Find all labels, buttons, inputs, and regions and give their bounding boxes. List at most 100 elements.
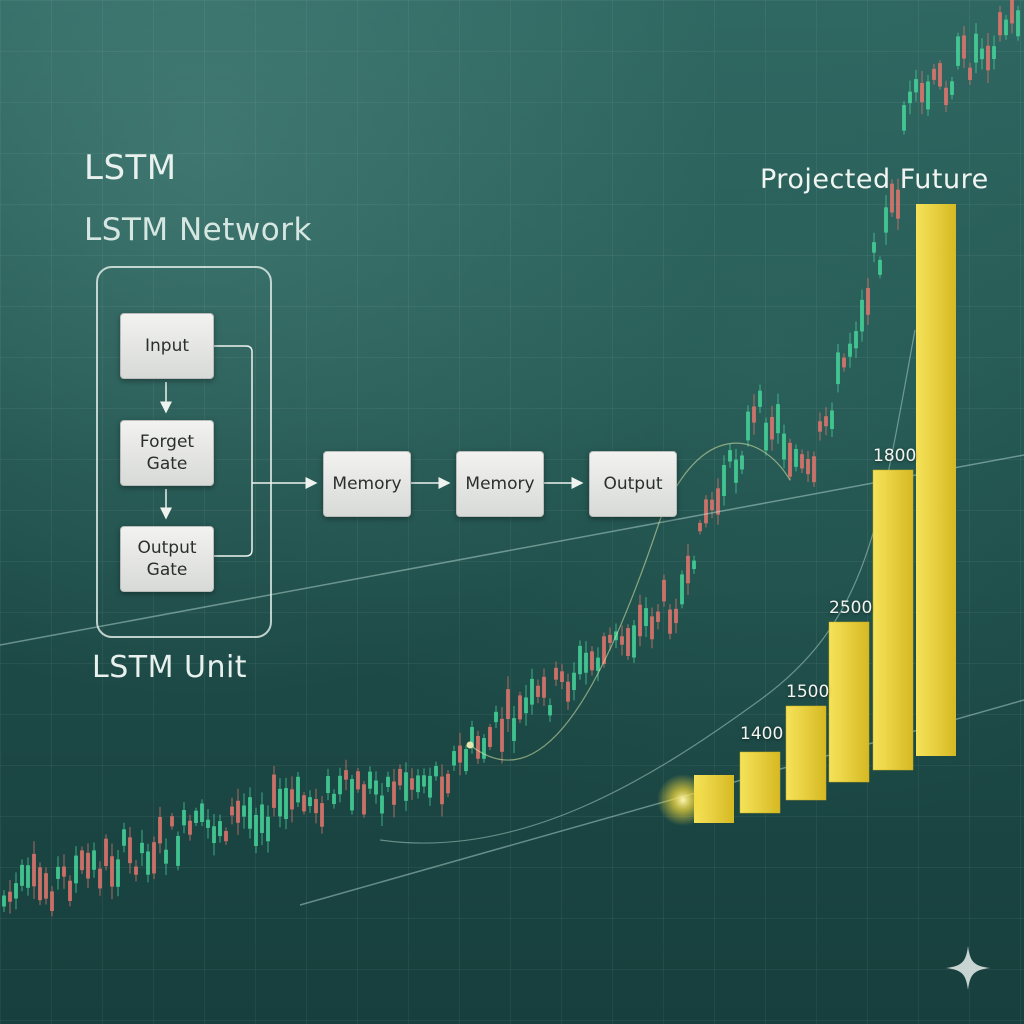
candle-body: [272, 774, 276, 808]
candle-body: [500, 718, 504, 752]
candle-body: [32, 853, 36, 887]
output-gate-node: Output Gate: [120, 526, 214, 592]
candle-body: [320, 803, 324, 827]
candle-body: [284, 788, 288, 820]
candle-body: [1016, 10, 1020, 37]
candle-body: [674, 608, 678, 624]
candle-body: [926, 81, 930, 110]
candle-body: [890, 183, 894, 213]
memory-node-1: Memory: [323, 451, 411, 517]
projection-bars: [694, 204, 956, 823]
memory-node-2: Memory: [456, 451, 544, 517]
candle-body: [518, 695, 522, 720]
candle-body: [680, 574, 684, 605]
candle-body: [584, 652, 588, 673]
candle-body: [230, 806, 234, 816]
candle-body: [476, 735, 480, 759]
projection-bar-2: [785, 705, 827, 801]
candle-body: [128, 837, 132, 864]
candle-body: [464, 749, 468, 772]
candle-body: [200, 803, 204, 822]
candle-body: [446, 773, 450, 794]
candle-body: [26, 865, 30, 888]
candle-body: [608, 634, 612, 643]
lstm-network-label: LSTM Network: [84, 212, 312, 248]
candle-body: [62, 866, 66, 877]
candle-body: [254, 814, 258, 846]
candle-body: [2, 895, 6, 907]
candle-body: [860, 299, 864, 332]
candle-body: [932, 68, 936, 80]
candle-body: [980, 48, 984, 60]
candle-body: [428, 775, 432, 798]
candle-body: [152, 842, 156, 874]
glow-point: [657, 774, 709, 826]
candle-body: [194, 810, 198, 824]
candle-body: [80, 850, 84, 871]
candle-body: [914, 79, 918, 93]
lstm-heading: LSTM: [84, 148, 177, 188]
candle-body: [416, 775, 420, 793]
candle-body: [212, 826, 216, 844]
candle-body: [164, 849, 168, 864]
candle-body: [236, 800, 240, 823]
candle-body: [482, 738, 486, 759]
candle-body: [722, 465, 726, 497]
candle-body: [956, 36, 960, 66]
candle-body: [806, 459, 810, 475]
candle-body: [146, 851, 150, 875]
candle-body: [554, 667, 558, 680]
output-node: Output: [589, 451, 677, 517]
candle-body: [56, 866, 60, 879]
candle-body: [176, 835, 180, 866]
candle-body: [140, 842, 144, 854]
candle-body: [962, 35, 966, 59]
candle-body: [266, 816, 270, 842]
candle-body: [338, 775, 342, 795]
candle-body: [920, 83, 924, 103]
candle-body: [302, 795, 306, 812]
candle-body: [290, 789, 294, 810]
candle-body: [524, 697, 528, 714]
candle-body: [824, 416, 828, 427]
projection-bar-3: [828, 621, 870, 783]
candle-body: [854, 331, 858, 349]
candle-body: [788, 442, 792, 477]
candle-body: [206, 819, 210, 828]
candle-body: [704, 499, 708, 524]
candle-body: [410, 778, 414, 790]
forget-gate-label: Forget Gate: [139, 432, 195, 474]
candle-body: [362, 784, 366, 815]
candle-body: [938, 63, 942, 87]
candle-body: [998, 12, 1002, 36]
bar-label-4: 1800: [873, 446, 917, 466]
candle-body: [86, 852, 90, 879]
candle-body: [662, 579, 666, 602]
candle-body: [530, 678, 534, 705]
candle-body: [866, 287, 870, 315]
candle-body: [782, 433, 786, 460]
candle-body: [314, 799, 318, 814]
candle-body: [638, 604, 642, 637]
sparkle-icon: [946, 946, 990, 990]
candle-body: [536, 685, 540, 697]
candle-body: [122, 829, 126, 846]
candle-body: [992, 46, 996, 59]
candle-body: [74, 855, 78, 884]
candle-body: [944, 87, 948, 106]
candle-body: [776, 404, 780, 434]
projection-bar-1: [739, 751, 781, 814]
candle-body: [836, 352, 840, 385]
trend-line-upper: [0, 454, 1024, 646]
candle-body: [800, 454, 804, 469]
candle-body: [356, 771, 360, 790]
candle-body: [218, 821, 222, 837]
candle-body: [104, 838, 108, 867]
candle-body: [596, 657, 600, 671]
candle-body: [494, 711, 498, 723]
candle-body: [14, 883, 18, 899]
candle-body: [116, 859, 120, 887]
candle-body: [566, 681, 570, 702]
